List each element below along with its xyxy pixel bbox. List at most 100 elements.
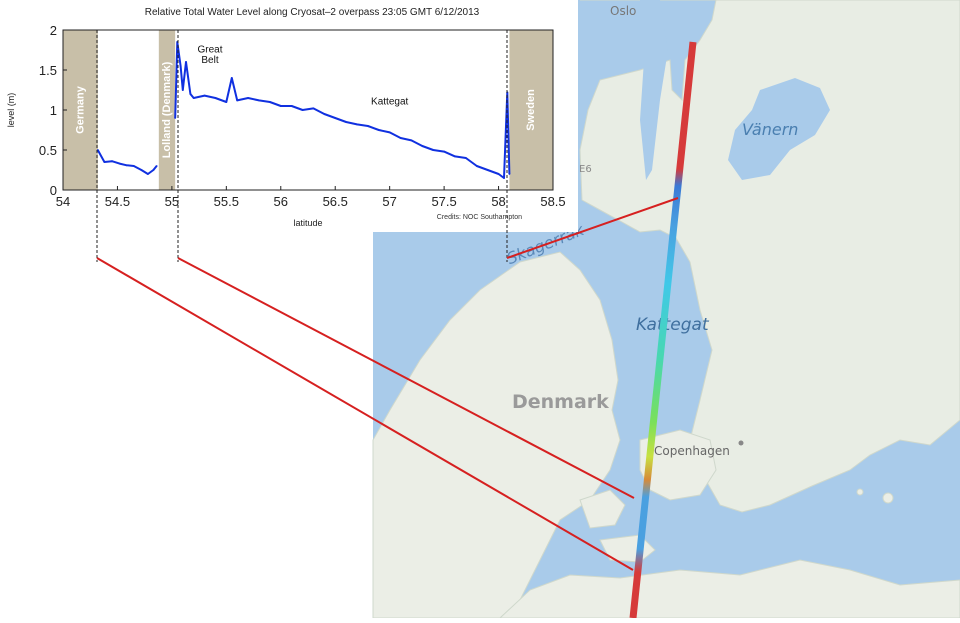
chart-x-label: latitude bbox=[293, 218, 322, 228]
data-point bbox=[185, 61, 187, 63]
y-tick-label: 2 bbox=[50, 23, 57, 38]
data-point bbox=[258, 99, 260, 102]
data-point bbox=[301, 109, 304, 111]
chart-y-label: level (m) bbox=[6, 93, 16, 128]
data-point bbox=[111, 160, 113, 163]
data-point bbox=[356, 123, 358, 126]
chart-series bbox=[96, 41, 511, 179]
data-point bbox=[132, 165, 135, 167]
data-point bbox=[247, 97, 250, 99]
map-label-kattegat: Kattegat bbox=[636, 315, 710, 335]
chart-regions: Germany Lolland (Denmark) Sweden bbox=[63, 30, 553, 190]
map-city-dot bbox=[738, 440, 744, 446]
chart-credit: Credits: NOC Southampton bbox=[437, 214, 522, 221]
annotation-2: Kattegat bbox=[371, 96, 408, 107]
data-point bbox=[443, 150, 446, 153]
data-point bbox=[334, 117, 337, 119]
data-point bbox=[189, 93, 192, 95]
data-point bbox=[268, 101, 271, 103]
y-tick-label: 0.5 bbox=[39, 143, 57, 158]
map-lake-vanern bbox=[728, 78, 830, 180]
data-point bbox=[125, 164, 128, 167]
annotation-0: Great bbox=[197, 44, 222, 55]
map-label-oslo: Oslo bbox=[610, 4, 636, 18]
map: Oslo Vänern Skagerrak Kattegat Denmark C… bbox=[372, 0, 960, 619]
map-fjord bbox=[640, 0, 668, 180]
data-point bbox=[345, 121, 348, 123]
data-point bbox=[103, 161, 106, 163]
connector-sweden bbox=[506, 197, 679, 259]
data-point bbox=[152, 169, 155, 171]
x-tick-label: 55.5 bbox=[214, 194, 239, 209]
map-island-small bbox=[856, 488, 864, 496]
data-point bbox=[497, 173, 500, 175]
x-tick-label: 55 bbox=[165, 194, 179, 209]
data-point bbox=[464, 157, 467, 159]
region-band-1 bbox=[158, 30, 176, 190]
x-tick-label: 58.5 bbox=[540, 194, 565, 209]
data-point bbox=[486, 169, 489, 171]
data-point bbox=[503, 177, 505, 179]
data-point bbox=[236, 99, 239, 102]
region-band-2 bbox=[509, 30, 553, 190]
x-tick-label: 54.5 bbox=[105, 194, 130, 209]
map-land-jutland bbox=[372, 251, 621, 619]
map-land-germany bbox=[498, 559, 960, 619]
data-point bbox=[118, 162, 121, 165]
map-label-denmark: Denmark bbox=[512, 391, 609, 413]
data-point bbox=[399, 137, 402, 139]
x-tick-label: 56 bbox=[274, 194, 288, 209]
region-band-0 bbox=[63, 30, 98, 190]
data-point bbox=[181, 89, 184, 91]
map-island bbox=[882, 492, 894, 504]
y-tick-label: 1 bbox=[50, 103, 57, 118]
data-point bbox=[174, 117, 177, 119]
connector-lolland bbox=[177, 257, 635, 499]
data-point bbox=[410, 139, 413, 142]
data-point bbox=[323, 113, 326, 115]
map-label-road: E6 bbox=[579, 164, 592, 175]
satellite-track bbox=[629, 41, 697, 619]
data-point bbox=[155, 165, 158, 167]
x-tick-label: 57.5 bbox=[431, 194, 456, 209]
map-land-zealand bbox=[639, 429, 717, 501]
connectors bbox=[96, 30, 679, 571]
x-tick-label: 57 bbox=[382, 194, 396, 209]
annotation-1: Belt bbox=[201, 55, 218, 66]
data-point bbox=[388, 131, 391, 134]
chart-title: Relative Total Water Level along Cryosat… bbox=[145, 7, 480, 18]
data-point bbox=[377, 129, 380, 131]
data-point bbox=[454, 155, 456, 158]
data-point bbox=[147, 173, 149, 175]
data-point bbox=[214, 97, 217, 99]
data-point bbox=[203, 94, 206, 97]
y-tick-label: 1.5 bbox=[39, 63, 57, 78]
data-point bbox=[432, 149, 435, 151]
series-line-0-0 bbox=[96, 149, 158, 175]
data-point bbox=[366, 125, 369, 127]
data-point bbox=[140, 169, 143, 171]
data-point bbox=[290, 105, 293, 107]
x-tick-label: 58 bbox=[491, 194, 505, 209]
chart: Relative Total Water Level along Cryosat… bbox=[0, 0, 578, 232]
data-point bbox=[225, 101, 228, 103]
data-point bbox=[279, 105, 282, 107]
region-label-1: Lolland (Denmark) bbox=[161, 61, 173, 158]
x-tick-label: 54 bbox=[56, 194, 70, 209]
chart-x-ticks: 54 54.5 55 55.5 56 56.5 57 57.5 58 58.5 bbox=[56, 186, 566, 209]
y-tick-label: 0 bbox=[50, 183, 57, 198]
data-point bbox=[230, 77, 233, 79]
map-label-vanern: Vänern bbox=[742, 120, 798, 139]
data-point bbox=[475, 165, 478, 167]
data-point bbox=[508, 173, 511, 175]
region-label-2: Sweden bbox=[525, 89, 537, 131]
x-tick-label: 56.5 bbox=[323, 194, 348, 209]
data-point bbox=[192, 97, 195, 99]
data-point bbox=[421, 145, 424, 147]
map-label-copenhagen: Copenhagen bbox=[654, 444, 730, 458]
connector-germany bbox=[96, 257, 634, 571]
region-label-0: Germany bbox=[74, 85, 86, 134]
